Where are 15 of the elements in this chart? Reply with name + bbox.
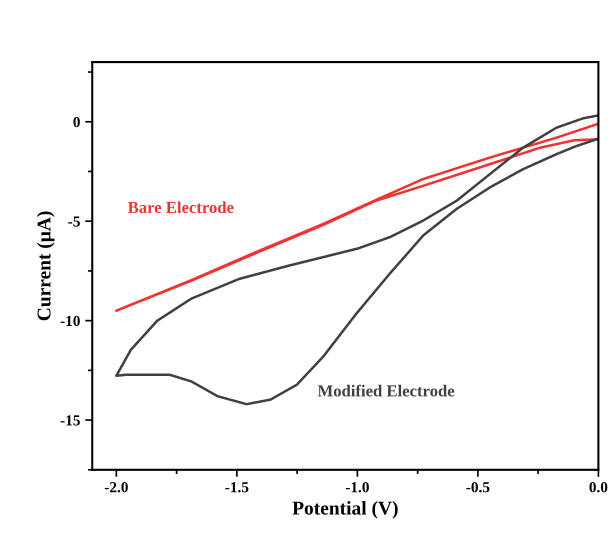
x-tick-label: -0.5 — [466, 482, 490, 492]
x-tick-label: -2.0 — [104, 482, 128, 492]
text: Bare Electrode — [128, 201, 234, 214]
x-tick-label: 0.0 — [589, 482, 608, 492]
y-tick-label: -10 — [60, 316, 80, 326]
x-tick-label: -1.5 — [225, 482, 248, 492]
y-tick-label: 0 — [73, 116, 80, 128]
line-series — [115, 114, 598, 406]
y-tick-label: -15 — [60, 415, 80, 426]
x-axis-title: Potential (V) — [292, 501, 398, 519]
series-label: Modified Electrode — [318, 384, 454, 397]
line-series — [115, 122, 598, 312]
x-tick-label: -1.0 — [346, 482, 369, 492]
y-axis-title: Current (μA) — [36, 212, 55, 320]
y-tick-label: -5 — [68, 216, 80, 227]
